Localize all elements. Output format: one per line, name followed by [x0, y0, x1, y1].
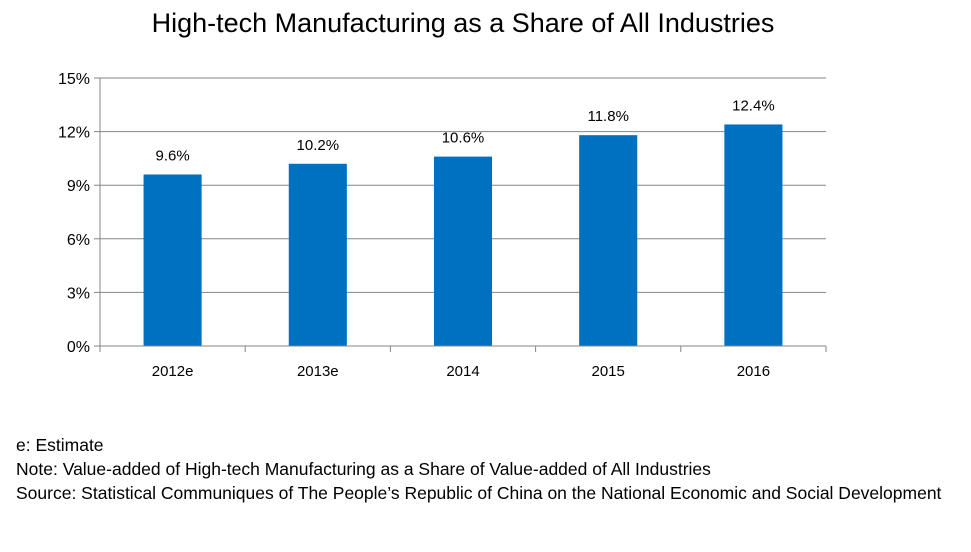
y-tick-label: 15% — [58, 71, 90, 88]
definition-note: Note: Value-added of High-tech Manufactu… — [16, 459, 711, 479]
bar-chart: 0% 3% 6% 9% 12% 15% 9.6% 2012e 10.2% 2013e 10.6% 20… — [58, 71, 827, 380]
data-label: 10.2% — [297, 137, 340, 154]
y-tick-label: 9% — [67, 178, 90, 195]
y-tick-label: 6% — [67, 232, 90, 249]
x-tick-label: 2015 — [592, 363, 625, 380]
estimate-note: e: Estimate — [16, 435, 104, 455]
data-label: 12.4% — [732, 97, 775, 114]
axes — [94, 77, 827, 352]
bars — [143, 124, 783, 346]
bar-2016 — [724, 124, 783, 346]
source-note: Source: Statistical Communiques of The P… — [16, 483, 942, 503]
data-label: 10.6% — [442, 130, 485, 147]
data-label: 11.8% — [587, 108, 628, 125]
data-label: 9.6% — [155, 147, 189, 164]
bar-2014 — [433, 156, 493, 346]
y-tick-label: 3% — [67, 285, 90, 302]
labels: 0% 3% 6% 9% 12% 15% 9.6% 2012e 10.2% 2013e 10.6% 20… — [58, 71, 775, 380]
x-tick-label: 2016 — [737, 363, 770, 380]
y-tick-label: 0% — [67, 339, 90, 356]
x-tick-label: 2014 — [446, 363, 479, 380]
chart-title: High-tech Manufacturing as a Share of Al… — [151, 8, 775, 38]
y-tick-label: 12% — [58, 125, 90, 142]
footnotes: e: Estimate Note: Value-added of High-te… — [16, 433, 946, 505]
x-tick-label: 2013e — [297, 363, 339, 380]
bar-2015 — [579, 135, 638, 346]
x-tick-label: 2012e — [152, 363, 194, 380]
bar-2013e — [288, 163, 347, 346]
bar-2012e — [143, 174, 202, 346]
